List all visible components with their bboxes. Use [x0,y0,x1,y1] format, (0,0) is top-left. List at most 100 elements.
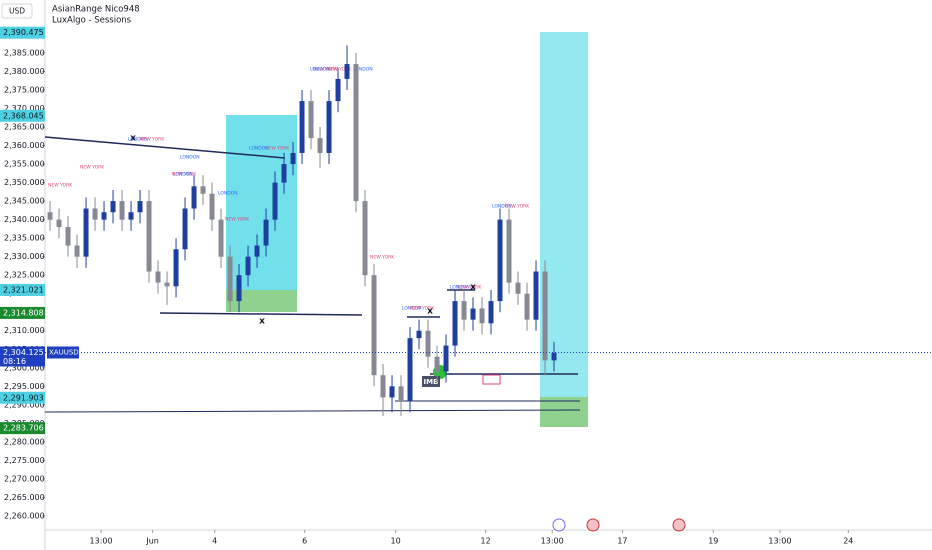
y-tick-label: 2,340.000 [4,215,45,224]
candle-body [173,249,179,287]
session-label: NEW YORK [370,255,395,261]
stop-zone [540,397,588,427]
candle-body [245,256,251,276]
session-label: NEW YORK [410,306,435,312]
currency[interactable]: USD [9,7,25,16]
candle-body [155,271,161,283]
candle-body [533,271,539,320]
session-label: NEW YORK [505,204,530,210]
x-tick-label: 10 [391,537,401,546]
event-icon[interactable] [552,518,566,532]
x-tick-label: 13:00 [541,537,564,546]
y-tick-label: 2,295.000 [4,382,45,391]
candle-body [263,219,269,246]
symbol-bg [47,346,79,359]
y-tick-label: 2,370.000 [4,104,45,113]
candle-body [542,271,548,361]
y-tick-label: 2,360.000 [4,141,45,150]
candle-body [65,227,71,246]
candle-body [461,301,467,320]
y-tick-label: 2,335.000 [4,234,45,243]
candle-body [146,201,152,272]
price-label-bg [0,283,45,296]
session-label: LONDON [402,306,422,312]
indicator-title: AsianRange Nico948 [52,5,140,15]
candle-body [191,186,197,209]
candle-body [290,152,296,165]
candle-body [443,345,449,372]
current-price-bg [0,346,45,367]
y-tick-label: 2,270.000 [4,474,45,483]
x-tick-label: 6 [302,537,307,546]
x-tick-label: 17 [617,537,627,546]
candle-body [83,208,89,257]
candle-body [353,64,359,202]
trend-line [44,136,286,159]
price-label: 2,390.475 [3,28,44,37]
candle-body [254,245,260,257]
candle-body [416,330,422,339]
candle-body [227,256,233,302]
countdown: 08:16 [3,357,26,366]
candle-body [434,356,440,372]
marker-label: x [130,134,136,144]
target-zone [226,115,297,290]
candle-body [47,212,53,220]
session-label: NEW YORK [80,165,105,171]
candle-body [452,301,458,346]
y-tick-label: 2,265.000 [4,493,45,502]
candle-body [299,101,305,153]
session-label: NEW YORK [265,146,290,152]
y-tick-label: 2,330.000 [4,252,45,261]
candle-body [524,293,530,320]
y-tick-label: 2,280.000 [4,437,45,446]
candle-body [281,164,287,183]
candle-body [515,282,521,294]
candle-body [56,219,62,228]
y-tick-label: 2,310.000 [4,326,45,335]
price-label: 2,321.021 [3,285,44,294]
y-tick-label: 2,260.000 [4,511,45,520]
price-label: 2,368.045 [3,111,44,120]
x-tick-label: Jun [145,537,159,546]
price-label: 2,291.903 [3,393,44,402]
currency-button[interactable] [1,3,33,19]
session-label: LONDON [249,146,269,152]
y-tick-label: 2,275.000 [4,456,45,465]
imb-label: IMB [424,378,439,386]
candle-body [209,193,215,220]
candle-body [371,275,377,376]
candle-body [398,386,404,402]
stop-zone [226,290,297,312]
price-label-bg [0,391,45,404]
candle-body [101,212,107,220]
event-icon[interactable] [672,518,686,532]
x-tick-label: 13:00 [768,537,791,546]
candle-body [92,208,98,220]
session-label: LONDON [128,137,148,143]
candle-body [335,78,341,102]
candle-body [110,201,116,213]
price-label-bg [0,109,45,122]
candle-body [74,245,80,257]
candle-body [380,375,386,398]
candle-body [326,101,332,153]
candle-body [479,308,485,324]
session-label: LONDON [492,204,512,210]
candle-body [470,308,476,320]
event-icon[interactable] [586,518,600,532]
price-label-bg [0,422,45,435]
session-label: NEW YORK [313,67,338,73]
level-line [159,312,363,316]
candle-body [200,186,206,194]
session-label: NEW YORK [327,67,352,73]
price-label-bg [0,306,45,319]
y-tick-label: 2,355.000 [4,160,45,169]
current-price-label: 2,304.125 [3,348,44,357]
candle-body [389,386,395,398]
session-label: NEW YORK [225,217,250,223]
candle-body [425,330,431,357]
marker-label: x [259,317,265,327]
candle-body [344,64,350,79]
